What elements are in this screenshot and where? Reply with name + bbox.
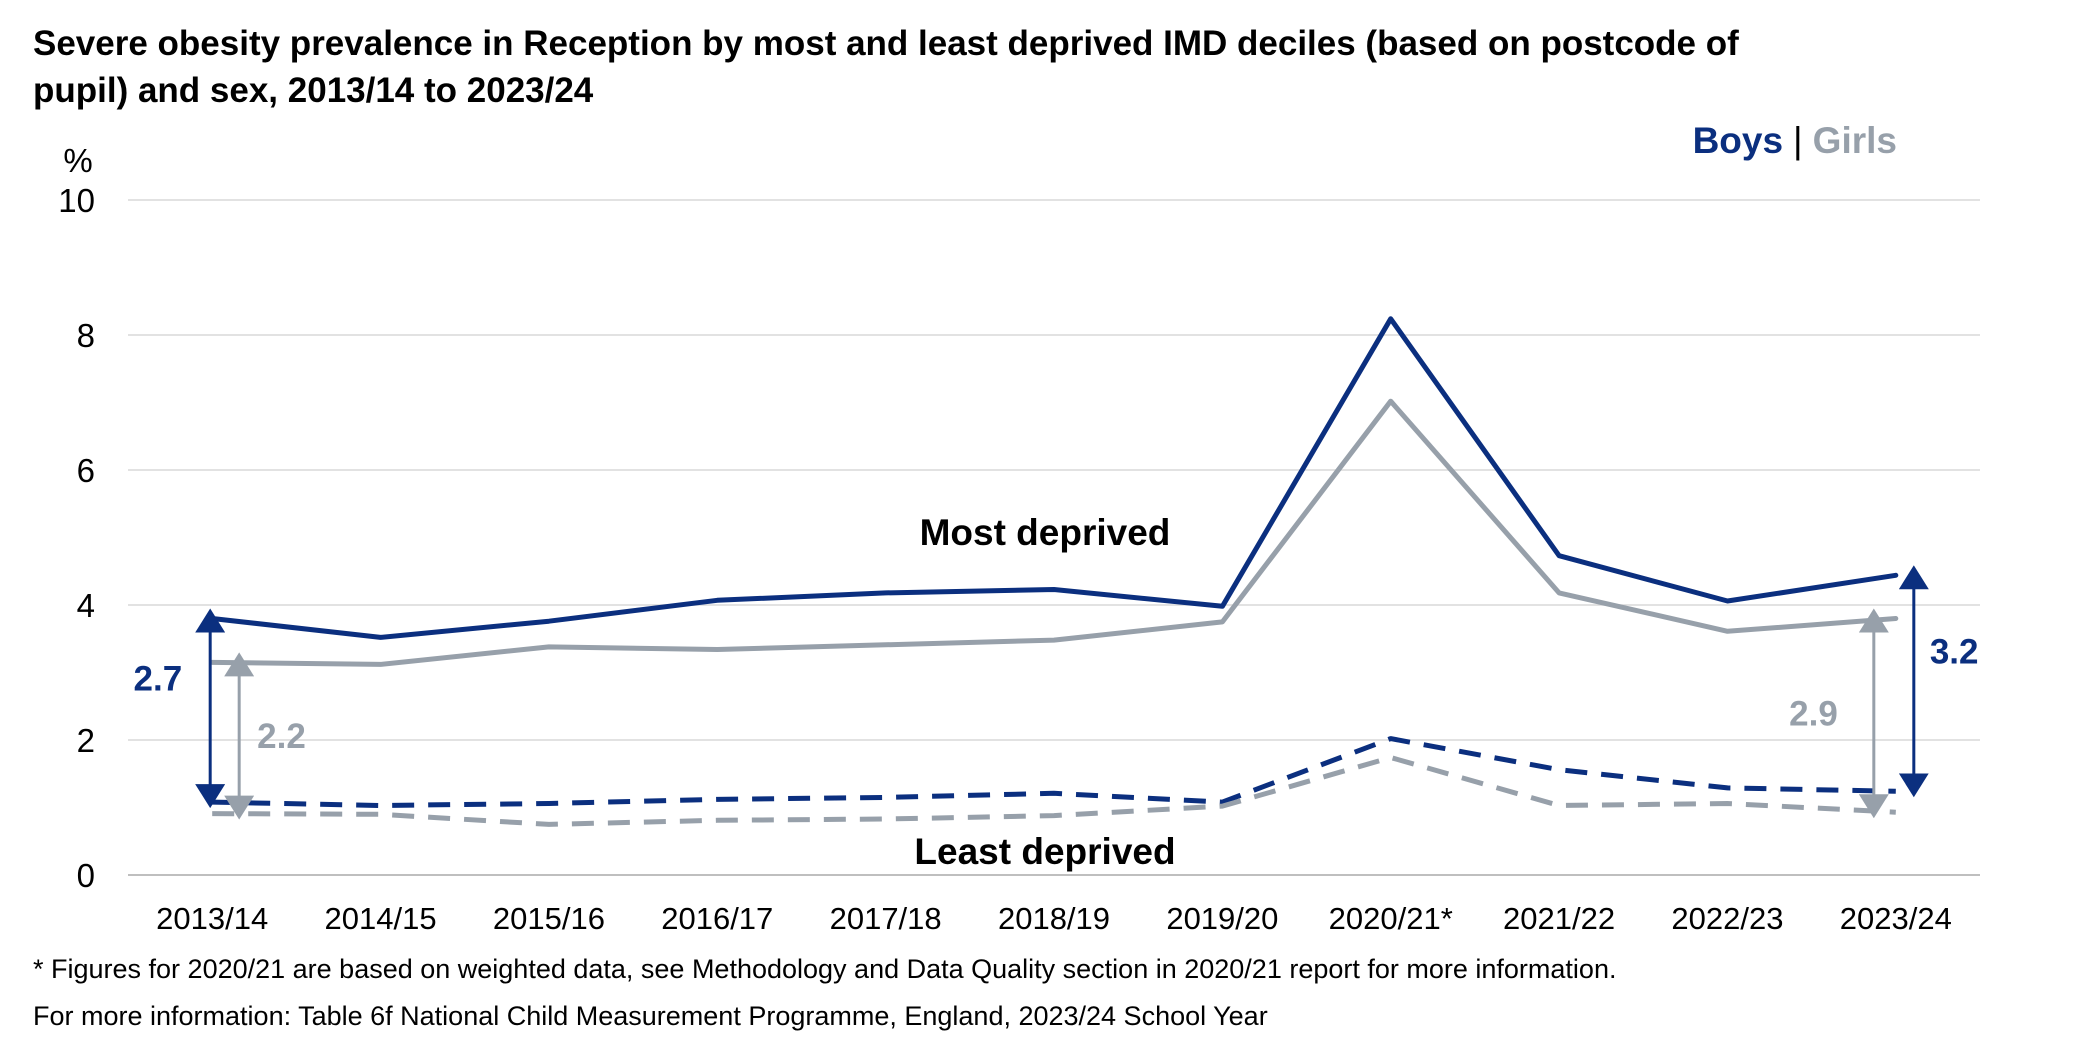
legend-separator: | [1793, 120, 1803, 161]
series-lines [209, 316, 1899, 827]
x-tick-label: 2013/14 [156, 901, 268, 936]
legend: Boys | Girls [1693, 120, 1897, 161]
x-tick-label: 2018/19 [998, 901, 1110, 936]
x-tick-labels: 2013/14 2014/15 2015/16 2016/17 2017/18 2018/… [156, 901, 1952, 936]
series-line-least-deprived-girls [212, 755, 1896, 827]
series-line-most-deprived-girls [209, 398, 1899, 667]
y-tick-label: 8 [77, 317, 95, 354]
legend-girls: Girls [1813, 120, 1897, 161]
footnote-source: For more information: Table 6f National … [33, 1001, 1268, 1031]
series-line-most-deprived-boys [209, 316, 1899, 640]
x-tick-label: 2019/20 [1166, 901, 1278, 936]
chart-title-line-1: Severe obesity prevalence in Reception b… [33, 24, 1739, 63]
y-tick-label: 4 [77, 587, 95, 624]
x-tick-label: 2014/15 [325, 901, 437, 936]
x-tick-label: 2015/16 [493, 901, 605, 936]
y-tick-label: 2 [77, 722, 95, 759]
legend-boys: Boys [1693, 120, 1783, 161]
gap-label-girls-202324: 2.9 [1789, 694, 1838, 733]
gap-arrows: 2.7 2.2 2.9 3.2 [134, 565, 1979, 820]
gridlines [128, 199, 1980, 876]
gap-label-boys-202324: 3.2 [1930, 632, 1979, 671]
gap-label-girls-201314: 2.2 [257, 717, 306, 756]
gap-label-boys-201314: 2.7 [134, 659, 183, 698]
x-tick-label: 2020/21* [1329, 901, 1453, 936]
x-tick-label: 2016/17 [661, 901, 773, 936]
y-axis-label: % [63, 142, 92, 179]
y-tick-label: 10 [58, 182, 95, 219]
annotation-least-deprived: Least deprived [914, 831, 1175, 872]
annotation-most-deprived: Most deprived [920, 512, 1171, 553]
series-line-least-deprived-boys [212, 736, 1896, 808]
y-tick-label: 0 [77, 857, 95, 894]
chart-title-line-2: pupil) and sex, 2013/14 to 2023/24 [33, 71, 594, 110]
x-tick-label: 2021/22 [1503, 901, 1615, 936]
y-tick-labels: 0 2 4 6 8 10 [58, 182, 95, 894]
x-tick-label: 2017/18 [830, 901, 942, 936]
x-tick-label: 2023/24 [1840, 901, 1952, 936]
x-tick-label: 2022/23 [1671, 901, 1783, 936]
y-tick-label: 6 [77, 452, 95, 489]
footnote-weighted-data: * Figures for 2020/21 are based on weigh… [33, 954, 1616, 984]
